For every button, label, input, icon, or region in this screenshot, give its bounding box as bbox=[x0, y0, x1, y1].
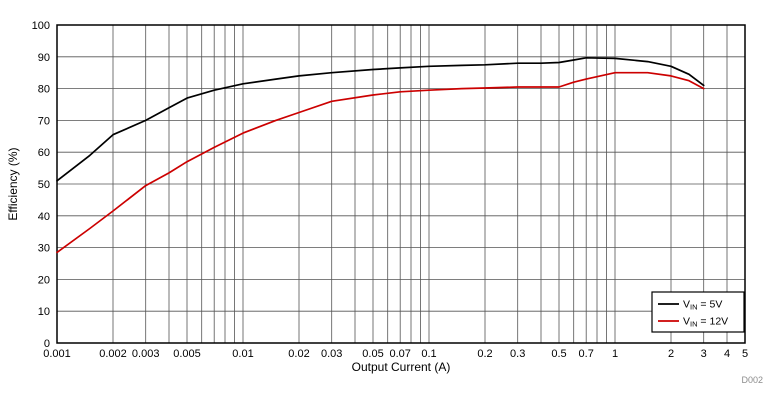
figure-id-watermark: D002 bbox=[741, 375, 763, 385]
x-tick-label: 0.05 bbox=[362, 348, 383, 360]
y-tick-label: 60 bbox=[38, 147, 50, 159]
y-tick-label: 20 bbox=[38, 274, 50, 286]
x-axis-title: Output Current (A) bbox=[351, 360, 451, 374]
x-tick-label: 5 bbox=[742, 348, 748, 360]
x-tick-label: 0.02 bbox=[288, 348, 309, 360]
x-tick-label: 0.2 bbox=[477, 348, 492, 360]
x-tick-label: 0.1 bbox=[421, 348, 436, 360]
y-tick-label: 100 bbox=[32, 20, 50, 32]
x-tick-label: 1 bbox=[612, 348, 618, 360]
x-tick-label: 0.3 bbox=[510, 348, 525, 360]
x-tick-label: 0.5 bbox=[551, 348, 566, 360]
x-tick-label: 0.01 bbox=[232, 348, 253, 360]
x-tick-label: 0.07 bbox=[389, 348, 410, 360]
y-tick-label: 30 bbox=[38, 243, 50, 255]
y-tick-label: 70 bbox=[38, 115, 50, 127]
y-tick-label: 0 bbox=[44, 338, 50, 350]
y-tick-label: 90 bbox=[38, 52, 50, 64]
y-tick-label: 40 bbox=[38, 211, 50, 223]
x-tick-label: 0.003 bbox=[132, 348, 160, 360]
x-tick-label: 0.03 bbox=[321, 348, 342, 360]
x-tick-label: 0.7 bbox=[579, 348, 594, 360]
plot-border bbox=[56, 24, 746, 344]
x-tick-label: 0.001 bbox=[43, 348, 71, 360]
series-line-vin-5v bbox=[56, 56, 705, 182]
x-tick-label: 3 bbox=[701, 348, 707, 360]
y-tick-label: 80 bbox=[38, 84, 50, 96]
series-line-vin-12v bbox=[56, 71, 705, 254]
y-tick-label: 10 bbox=[38, 306, 50, 318]
x-tick-label: 2 bbox=[668, 348, 674, 360]
legend-label-vin-5v: VIN = 5V bbox=[683, 299, 722, 312]
legend-box bbox=[651, 291, 745, 333]
x-tick-label: 0.002 bbox=[99, 348, 127, 360]
y-axis-title: Efficiency (%) bbox=[6, 147, 20, 221]
x-tick-label: 0.005 bbox=[173, 348, 201, 360]
x-tick-label: 4 bbox=[724, 348, 730, 360]
legend-label-vin-12v: VIN = 12V bbox=[683, 316, 728, 329]
y-tick-label: 50 bbox=[38, 179, 50, 191]
